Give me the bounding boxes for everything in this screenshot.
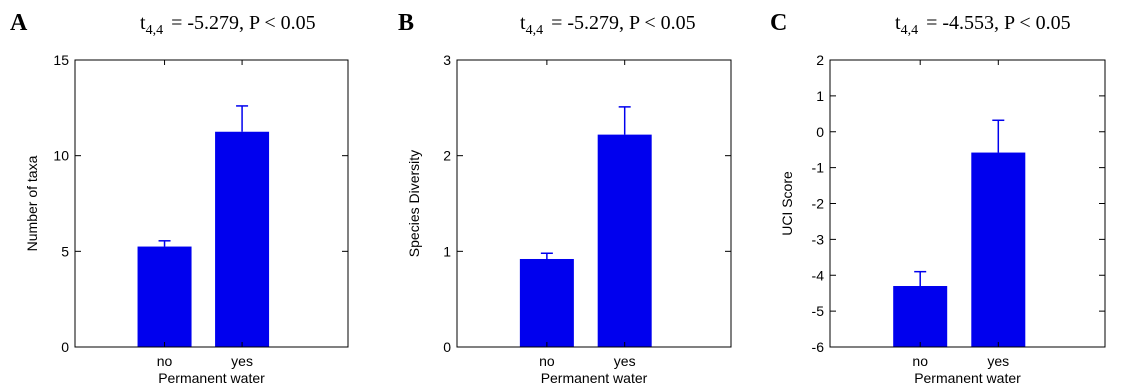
x-axis-label: Permanent water xyxy=(541,370,648,386)
bar-yes xyxy=(971,152,1026,347)
y-tick-label: 3 xyxy=(443,52,451,68)
plot-frame xyxy=(829,59,1106,348)
x-tick-label-no: no xyxy=(912,353,928,369)
y-tick-label: 0 xyxy=(816,124,824,140)
bar-no xyxy=(893,286,948,347)
stat-annotation: t4,4 = -5.279, P < 0.05 xyxy=(140,12,316,38)
x-tick-label-no: no xyxy=(157,353,173,369)
x-tick-label-no: no xyxy=(539,353,555,369)
plot-frame xyxy=(456,59,732,348)
y-tick-label: -1 xyxy=(812,160,825,176)
x-tick-label-yes: yes xyxy=(614,353,636,369)
x-axis-label: Permanent water xyxy=(158,370,265,386)
bar-no xyxy=(137,246,192,347)
y-tick-label: 5 xyxy=(61,243,69,259)
x-tick-label-yes: yes xyxy=(987,353,1009,369)
y-tick-label: -2 xyxy=(812,196,825,212)
plot-frame xyxy=(74,59,349,348)
bar-no xyxy=(519,258,574,347)
y-tick-label: -3 xyxy=(812,231,825,247)
stat-annotation: t4,4 = -5.279, P < 0.05 xyxy=(520,12,696,38)
x-tick-label-yes: yes xyxy=(231,353,253,369)
y-tick-label: 2 xyxy=(443,148,451,164)
panel-label: B xyxy=(398,10,414,36)
x-axis-label: Permanent water xyxy=(914,370,1021,386)
y-tick-label: 1 xyxy=(443,243,451,259)
y-tick-label: 0 xyxy=(443,339,451,355)
y-tick-label: 1 xyxy=(816,88,824,104)
panel-label: C xyxy=(770,10,787,36)
bar-yes xyxy=(215,131,270,347)
y-axis-label: Species Diversity xyxy=(406,150,422,257)
y-tick-label: 10 xyxy=(53,148,69,164)
y-axis-label: UCI Score xyxy=(779,171,795,236)
y-tick-label: -6 xyxy=(812,339,825,355)
panel-label: A xyxy=(10,10,28,36)
bar-yes xyxy=(597,134,652,347)
stat-annotation: t4,4 = -4.553, P < 0.05 xyxy=(895,12,1071,38)
y-tick-label: 2 xyxy=(816,52,824,68)
y-tick-label: -5 xyxy=(812,303,825,319)
y-axis-label: Number of taxa xyxy=(24,155,40,251)
y-tick-label: -4 xyxy=(812,267,825,283)
y-tick-label: 0 xyxy=(61,339,69,355)
y-tick-label: 15 xyxy=(53,52,69,68)
